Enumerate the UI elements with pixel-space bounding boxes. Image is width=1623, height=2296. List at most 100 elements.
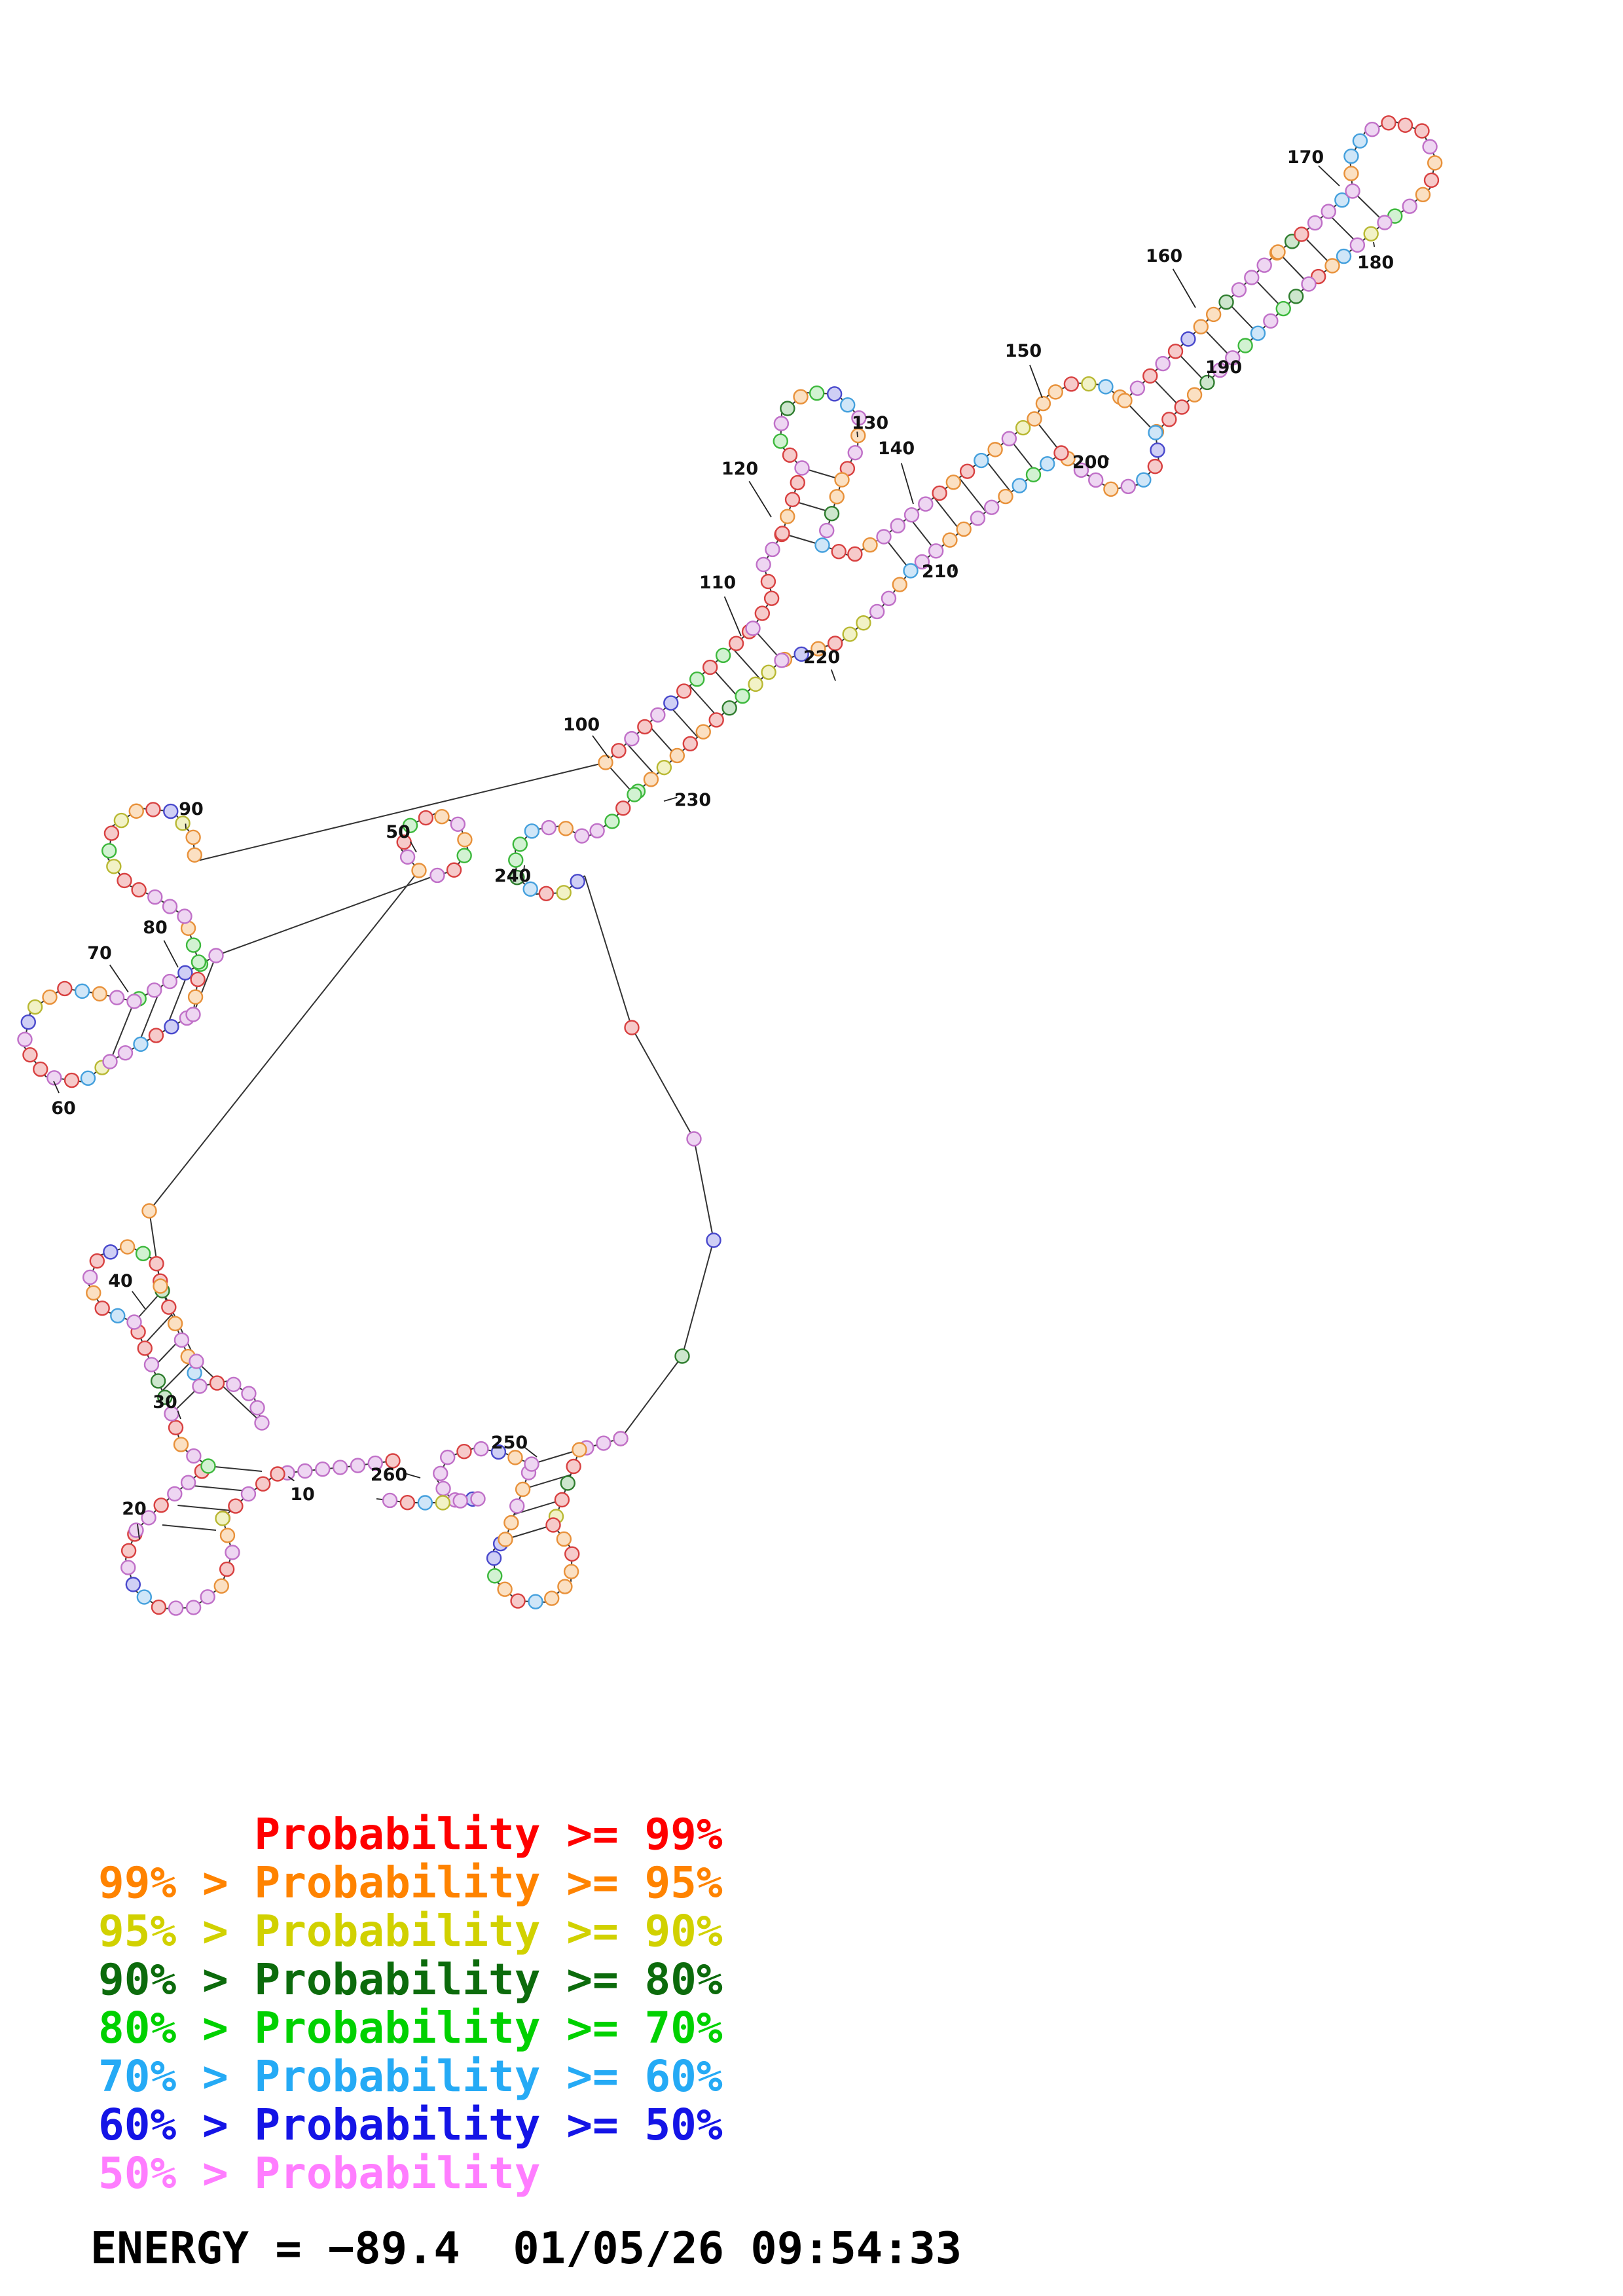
nucleotide xyxy=(173,1437,189,1452)
nucleotide xyxy=(120,1560,136,1575)
nucleotide xyxy=(191,954,207,970)
nucleotide xyxy=(522,881,538,897)
nucleotide xyxy=(385,1453,401,1469)
nucleotide xyxy=(881,590,897,607)
nucleotide xyxy=(1048,384,1063,400)
nucleotide xyxy=(226,1376,242,1392)
basepair-rung xyxy=(983,457,1012,493)
nucleotide xyxy=(563,1564,579,1579)
nucleotide xyxy=(663,695,679,711)
nucleotide xyxy=(1148,425,1163,440)
nucleotide xyxy=(624,730,640,747)
nucleotide-label: 40 xyxy=(108,1271,133,1291)
nucleotide xyxy=(33,1061,48,1077)
nucleotide xyxy=(297,1463,313,1479)
nucleotide xyxy=(1117,393,1133,408)
nucleotide xyxy=(1294,226,1309,242)
label-leader xyxy=(748,480,772,518)
nucleotide xyxy=(613,1431,629,1446)
nucleotide xyxy=(473,1441,489,1457)
nucleotide-label: 210 xyxy=(922,562,958,582)
nucleotide xyxy=(1250,325,1266,341)
nucleotide xyxy=(145,802,161,817)
nucleotide xyxy=(185,1600,202,1615)
nucleotide xyxy=(255,1476,271,1492)
nucleotide xyxy=(219,1528,236,1543)
nucleotide xyxy=(435,1495,451,1511)
nucleotide xyxy=(892,577,907,592)
nucleotide-label: 220 xyxy=(803,647,840,668)
nucleotide xyxy=(270,1466,285,1482)
nucleotide xyxy=(570,874,585,889)
nucleotide xyxy=(524,1456,539,1472)
nucleotide xyxy=(932,485,947,501)
nucleotide xyxy=(42,989,58,1005)
nucleotide xyxy=(1231,282,1247,298)
nucleotide xyxy=(1218,294,1234,310)
basepair-rung xyxy=(522,1474,571,1490)
nucleotide xyxy=(452,1493,468,1509)
label-leader xyxy=(953,564,955,571)
nucleotide xyxy=(827,636,843,651)
nucleotide-label: 100 xyxy=(563,715,600,735)
nucleotide xyxy=(1174,399,1190,415)
nucleotide xyxy=(1237,338,1253,353)
nucleotide xyxy=(1193,319,1209,334)
nucleotide xyxy=(842,626,858,642)
nucleotide xyxy=(876,529,892,545)
nucleotide xyxy=(1343,148,1359,164)
nucleotide-label: 110 xyxy=(699,573,736,593)
nucleotide xyxy=(1345,183,1360,199)
nucleotide xyxy=(187,847,202,863)
nucleotide xyxy=(1053,445,1069,461)
nucleotide xyxy=(141,1203,157,1219)
nucleotide xyxy=(890,518,905,534)
nucleotide xyxy=(1244,270,1260,285)
nucleotide xyxy=(470,1491,486,1507)
nucleotide xyxy=(524,823,540,839)
nucleotide xyxy=(141,1510,156,1526)
nucleotide xyxy=(120,1543,137,1559)
nucleotide xyxy=(959,463,976,479)
nucleotide xyxy=(669,747,685,764)
nucleotide xyxy=(1422,139,1438,154)
nucleotide xyxy=(456,848,472,863)
nucleotide xyxy=(1103,481,1119,497)
nucleotide-label: 230 xyxy=(674,790,711,810)
nucleotide xyxy=(1414,123,1430,139)
nucleotide xyxy=(153,1498,169,1513)
nucleotide xyxy=(508,852,524,868)
nucleotide xyxy=(228,1498,244,1514)
nucleotide xyxy=(728,636,744,651)
nucleotide xyxy=(1063,376,1080,392)
nucleotide xyxy=(748,676,763,692)
nucleotide xyxy=(856,615,871,631)
basepair-rung xyxy=(208,1465,263,1472)
nucleotide xyxy=(429,867,445,884)
nucleotide xyxy=(1381,115,1396,131)
nucleotide xyxy=(509,1498,525,1514)
nucleotide xyxy=(1147,458,1163,475)
nucleotide xyxy=(92,986,107,1002)
nucleotide xyxy=(1364,121,1380,137)
nucleotide xyxy=(1205,306,1222,323)
nucleotide xyxy=(1336,248,1352,264)
nucleotide xyxy=(782,447,798,463)
nucleotide xyxy=(1025,467,1042,482)
nucleotide xyxy=(147,889,163,905)
nucleotide xyxy=(1012,478,1027,493)
nucleotide xyxy=(847,444,863,461)
nucleotide-label: 240 xyxy=(494,866,531,886)
nucleotide xyxy=(760,573,776,590)
nucleotide xyxy=(1186,387,1203,403)
nucleotide xyxy=(213,1578,229,1594)
nucleotide xyxy=(674,1348,690,1364)
nucleotide xyxy=(153,1278,168,1294)
legend-entry-2: 99% > Probability >= 95% xyxy=(98,1857,723,1908)
nucleotide xyxy=(834,472,850,488)
nucleotide xyxy=(208,948,224,963)
nucleotide xyxy=(161,1299,177,1315)
label-leader xyxy=(287,1476,295,1482)
nucleotide xyxy=(456,1443,472,1460)
nucleotide xyxy=(775,526,790,541)
